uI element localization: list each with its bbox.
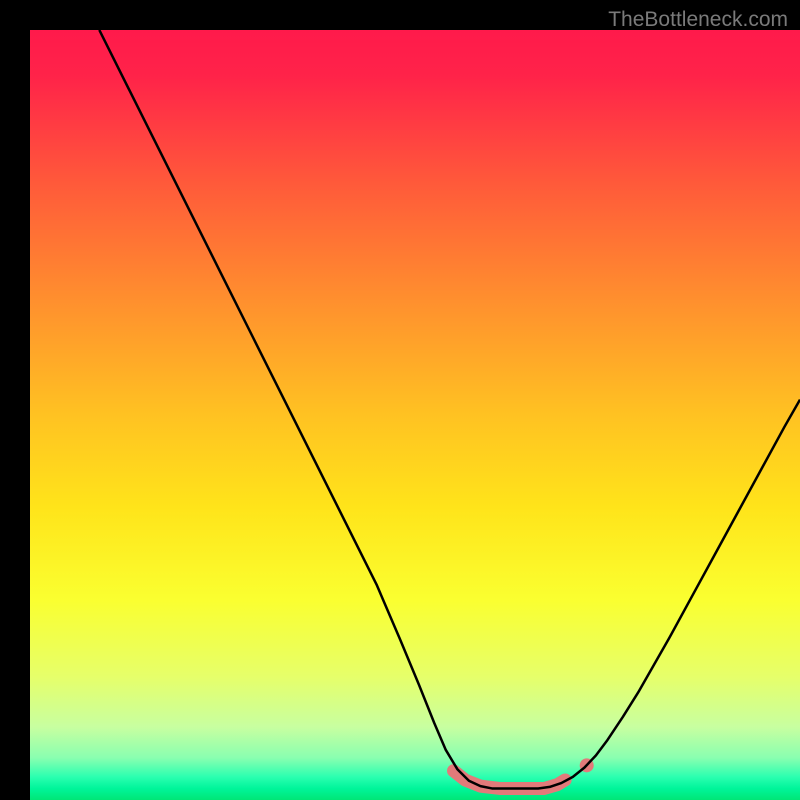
main-curve: [99, 30, 800, 788]
bottleneck-curve: [30, 30, 800, 800]
chart-frame: TheBottleneck.com: [0, 0, 800, 800]
plot-area: [30, 30, 800, 800]
watermark-text: TheBottleneck.com: [608, 8, 788, 32]
valley-highlight: [454, 771, 566, 789]
